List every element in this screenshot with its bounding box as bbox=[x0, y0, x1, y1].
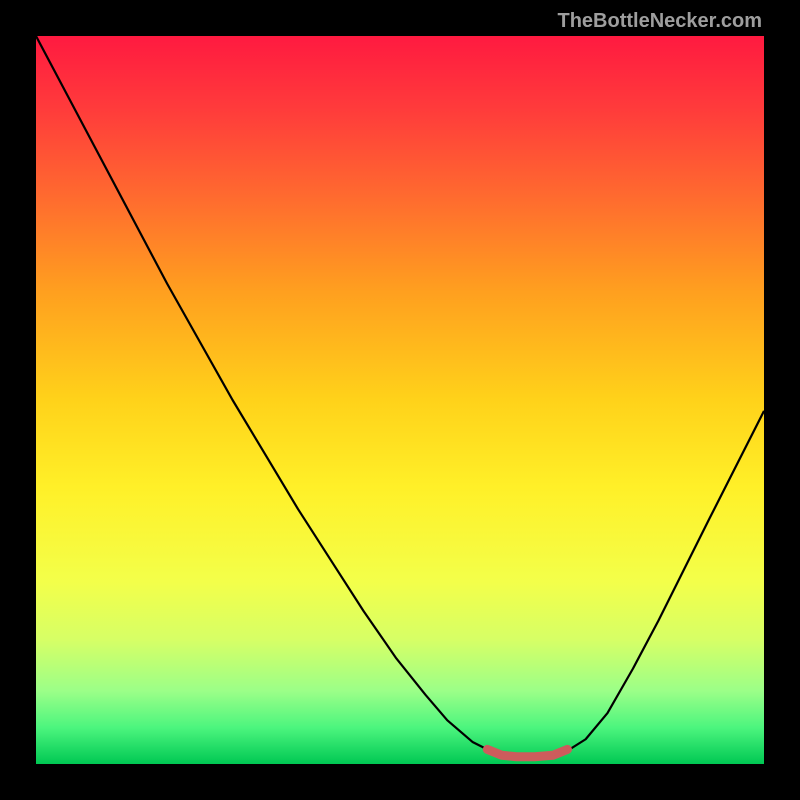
chart-canvas: TheBottleNecker.com bbox=[0, 0, 800, 800]
curve-overlay bbox=[36, 36, 764, 764]
optimal-range-marker bbox=[487, 749, 567, 756]
watermark-text: TheBottleNecker.com bbox=[557, 10, 762, 33]
plot-area bbox=[36, 36, 764, 764]
bottleneck-curve bbox=[36, 36, 764, 757]
